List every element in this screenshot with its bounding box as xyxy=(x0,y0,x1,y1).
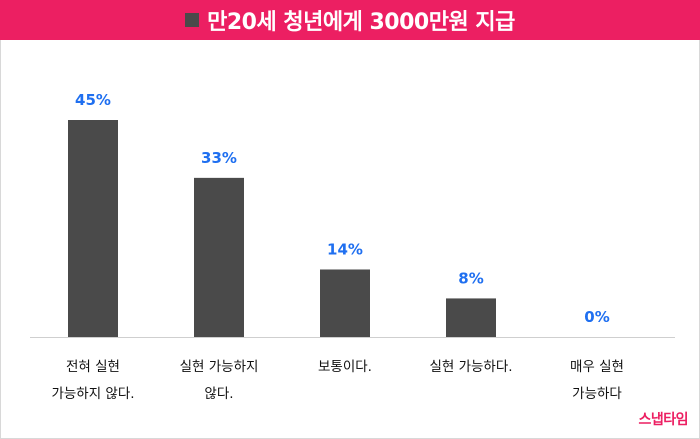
title-square-icon xyxy=(185,13,200,27)
category-label-2-0: 보통이다. xyxy=(318,359,372,375)
title-bar: 만20세 청년에게 3000만원 지급 xyxy=(0,0,700,40)
category-label-4-1: 가능하다 xyxy=(572,386,622,402)
category-label-4-0: 매우 실현 xyxy=(570,359,624,375)
chart-title: 만20세 청년에게 3000만원 지급 xyxy=(207,10,515,35)
category-label-3-0: 실현 가능하다. xyxy=(429,359,512,375)
source-label: 스냅타임 xyxy=(638,412,688,428)
data-label-0: 45% xyxy=(75,91,111,109)
category-label-0-1: 가능하지 않다. xyxy=(51,386,134,402)
category-label-1-1: 않다. xyxy=(204,386,233,402)
bar-3 xyxy=(446,298,496,337)
data-label-2: 14% xyxy=(327,240,363,258)
category-label-1-0: 실현 가능하지 xyxy=(180,359,259,375)
data-label-4: 0% xyxy=(584,308,609,326)
category-label-0-0: 전혀 실현 xyxy=(66,359,120,375)
bar-2 xyxy=(320,269,370,337)
bar-0 xyxy=(68,120,118,337)
bar-1 xyxy=(194,177,244,337)
data-label-3: 8% xyxy=(458,269,483,287)
data-label-1: 33% xyxy=(201,149,237,167)
